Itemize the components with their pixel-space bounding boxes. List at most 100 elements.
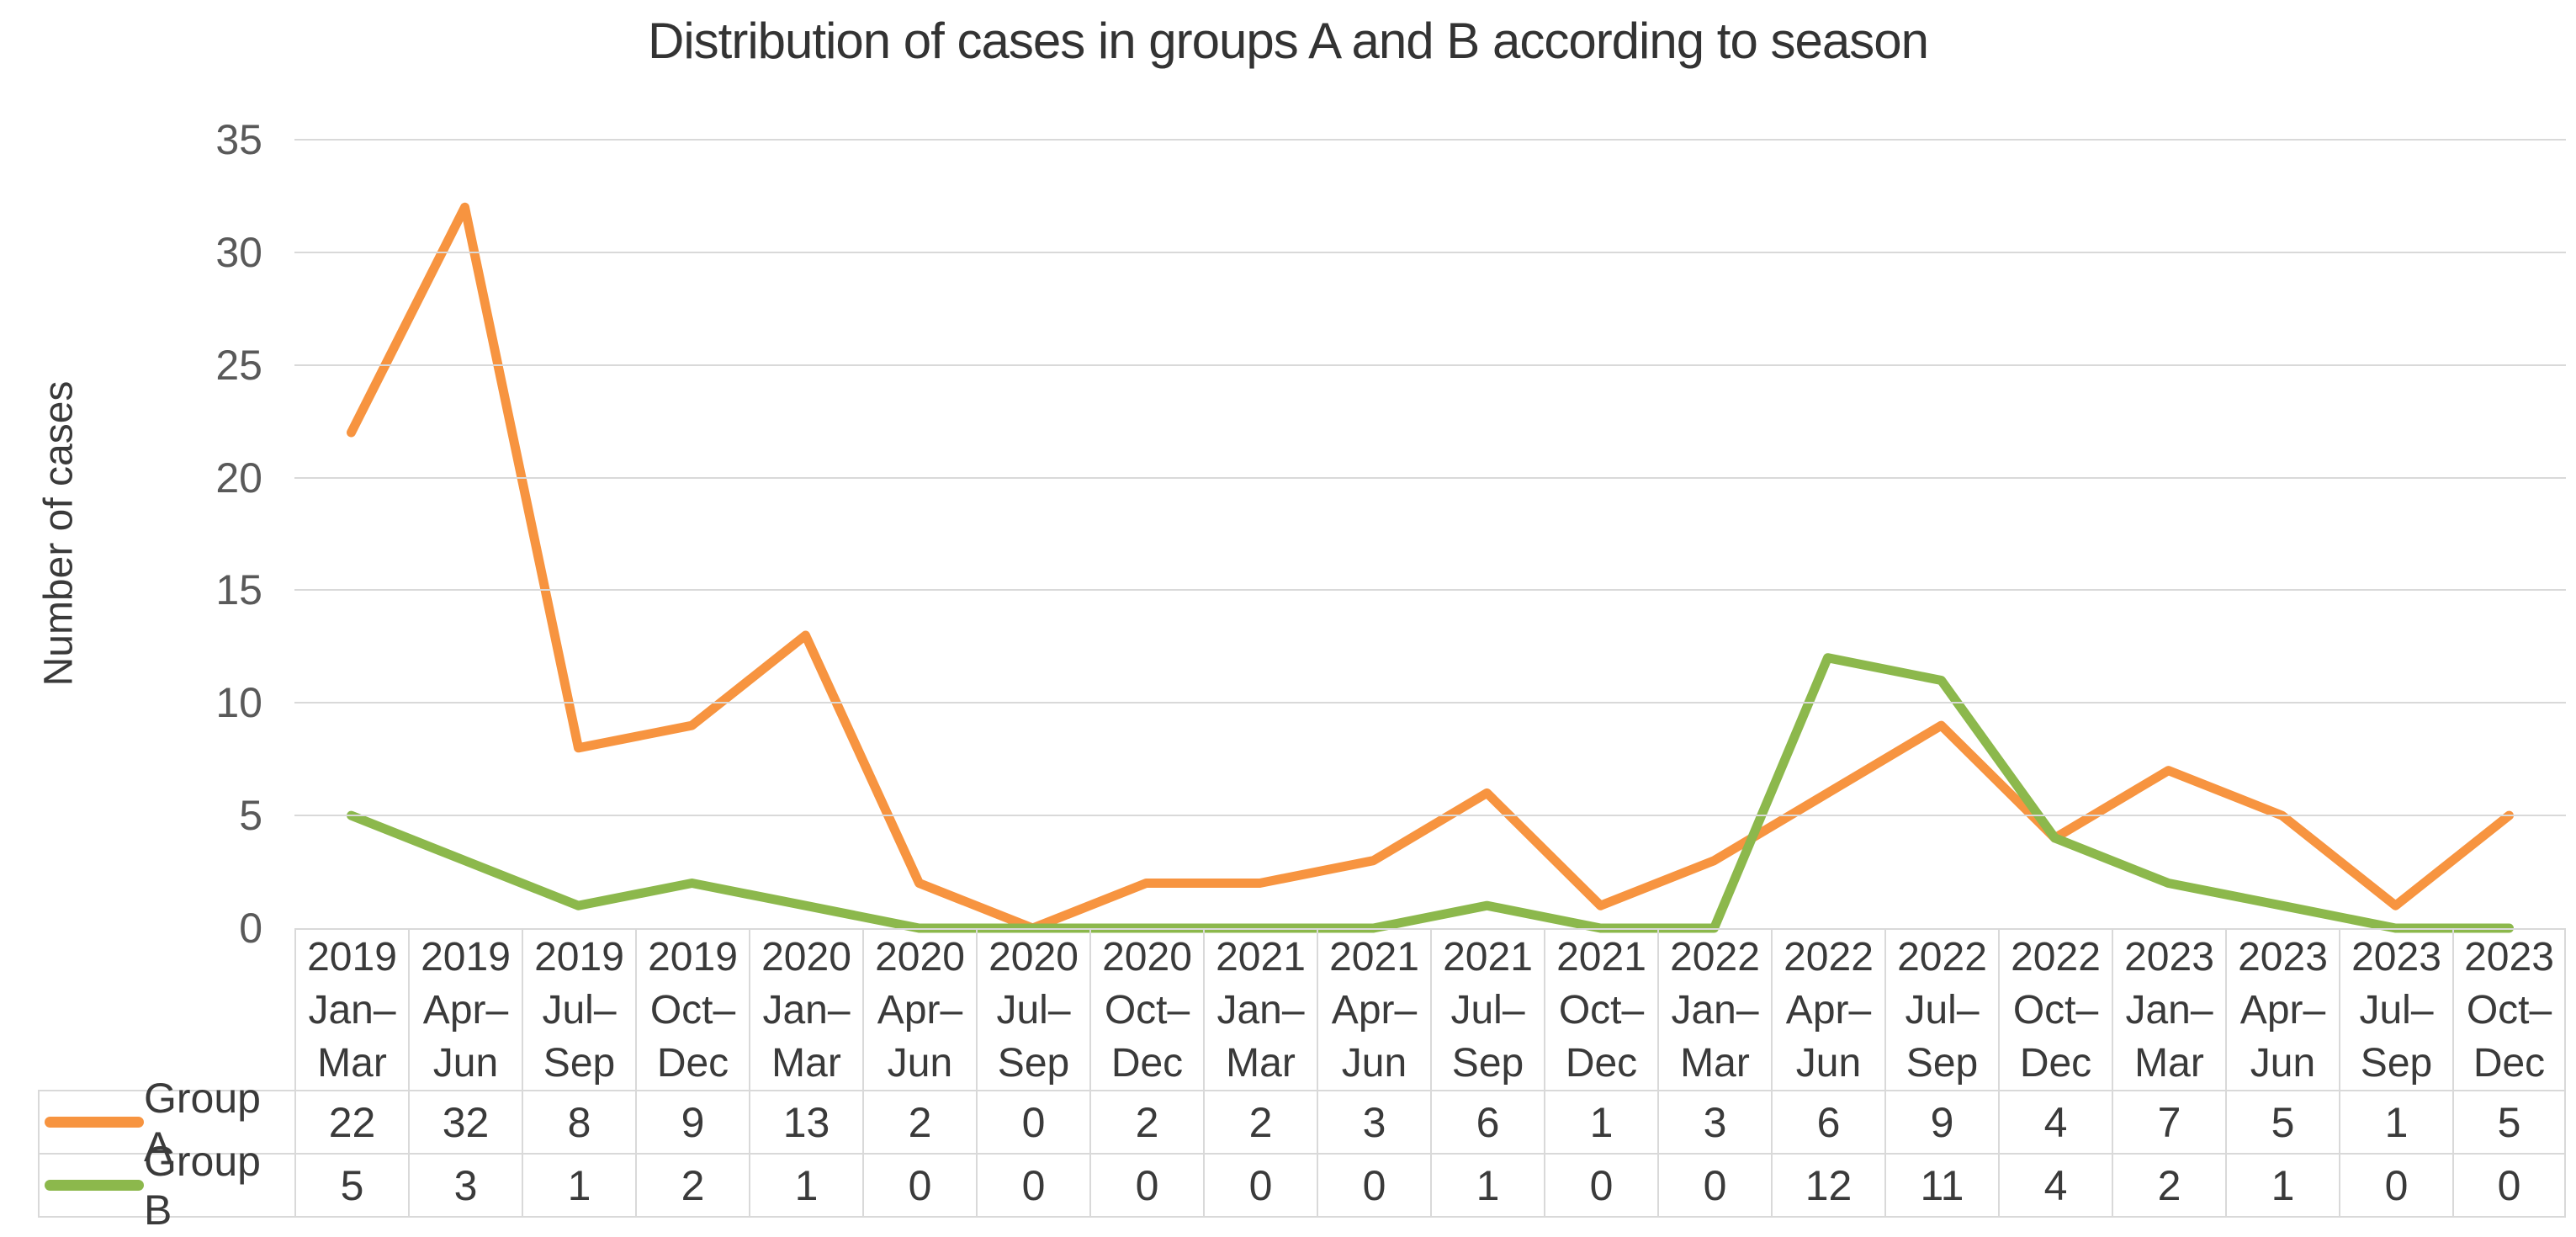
category-header-line: 2019: [307, 934, 397, 980]
value-cell: 9: [1884, 1091, 1998, 1155]
value-cell: 0: [2452, 1155, 2566, 1218]
category-header-line: 2022: [1784, 934, 1874, 980]
value-cell: 0: [976, 1155, 1089, 1218]
category-header-line: Sep: [1905, 1040, 1979, 1086]
y-tick-label: 35: [215, 116, 262, 163]
table-corner-placeholder: [38, 928, 294, 1091]
category-header-line: Dec: [656, 1040, 729, 1086]
category-header-cell: 2022 Oct– Dec: [1998, 928, 2112, 1091]
category-header-cell: 2019 Oct– Dec: [635, 928, 749, 1091]
value-cell: 5: [2452, 1091, 2566, 1155]
category-header-line: 2019: [534, 934, 624, 980]
category-header-cell: 2022 Jul– Sep: [1884, 928, 1998, 1091]
y-tick-label: 0: [239, 905, 262, 952]
value-cell: 0: [1317, 1155, 1430, 1218]
category-header-line: Jul–: [996, 987, 1071, 1033]
value-cell: 22: [294, 1091, 408, 1155]
category-header-line: 2020: [989, 934, 1079, 980]
category-header-line: Jun: [2250, 1040, 2316, 1086]
category-header-line: Apr–: [1785, 987, 1872, 1033]
category-header-line: Jan–: [1216, 987, 1305, 1033]
value-cell: 7: [2112, 1091, 2225, 1155]
category-header-cell: 2023 Apr– Jun: [2225, 928, 2339, 1091]
category-header-line: Apr–: [877, 987, 963, 1033]
category-header-line: Oct–: [649, 987, 736, 1033]
y-axis-tick-labels: 0 5 10 15 20 25 30 35: [0, 116, 262, 952]
gridline: [294, 364, 2566, 366]
category-header-cell: 2023 Jan– Mar: [2112, 928, 2225, 1091]
category-header-cell: 2023 Jul– Sep: [2339, 928, 2452, 1091]
category-header-line: Jan–: [308, 987, 396, 1033]
category-header-line: Oct–: [1558, 987, 1645, 1033]
category-header-line: 2022: [1897, 934, 1987, 980]
category-header-cell: 2023 Oct– Dec: [2452, 928, 2566, 1091]
y-tick-label: 30: [215, 228, 262, 276]
series-line-group-b: [347, 653, 2514, 933]
category-header-line: Sep: [1451, 1040, 1524, 1086]
value-cell: 2: [1089, 1091, 1203, 1155]
category-header-line: Dec: [2473, 1040, 2546, 1086]
category-header-line: 2021: [1329, 934, 1419, 980]
gridline: [294, 815, 2566, 817]
category-header-line: Dec: [2019, 1040, 2092, 1086]
value-cell: 0: [862, 1155, 976, 1218]
category-header-cell: 2021 Apr– Jun: [1317, 928, 1430, 1091]
category-header-cell: 2020 Jul– Sep: [976, 928, 1089, 1091]
gridline: [294, 476, 2566, 479]
category-header-line: Jul–: [2359, 987, 2434, 1033]
value-cell: 2: [862, 1091, 976, 1155]
value-cell: 1: [2339, 1091, 2452, 1155]
category-header-cell: 2020 Oct– Dec: [1089, 928, 1203, 1091]
category-header-line: Sep: [2360, 1040, 2433, 1086]
category-header-line: Jan–: [2125, 987, 2213, 1033]
category-header-line: Jun: [1341, 1040, 1407, 1086]
series-legend-cell-group-a: Group A: [38, 1075, 294, 1171]
category-header-line: 2019: [648, 934, 738, 980]
category-header-line: Jul–: [1905, 987, 1980, 1033]
category-header-line: Apr–: [1331, 987, 1418, 1033]
gridline: [294, 251, 2566, 253]
category-header-line: Jun: [432, 1040, 499, 1086]
value-cell: 2: [2112, 1155, 2225, 1218]
data-table: 2019 Jan– Mar 2019 Apr– Jun 2019 Jul– Sep 2019 Oct…: [38, 928, 2566, 1234]
value-cell: 0: [1203, 1155, 1317, 1218]
category-header-line: 2023: [2124, 934, 2214, 980]
category-header-cell: 2019 Jul– Sep: [522, 928, 635, 1091]
category-header-line: 2023: [2464, 934, 2554, 980]
y-tick-label: 10: [215, 679, 262, 727]
category-header-line: Jan–: [1671, 987, 1759, 1033]
y-tick-label: 15: [215, 566, 262, 614]
category-header-line: Mar: [2134, 1040, 2204, 1086]
value-cell: 6: [1771, 1091, 1884, 1155]
value-cell: 5: [2225, 1091, 2339, 1155]
value-cell: 6: [1430, 1091, 1544, 1155]
group-a-legend-key-swatch: [45, 1117, 144, 1128]
category-header-line: Sep: [997, 1040, 1070, 1086]
category-header-line: Jul–: [542, 987, 617, 1033]
category-header-cell: 2021 Jul– Sep: [1430, 928, 1544, 1091]
value-cell: 3: [1317, 1091, 1430, 1155]
category-header-cell: 2020 Apr– Jun: [862, 928, 976, 1091]
value-cell: 0: [2339, 1155, 2452, 1218]
category-header-cell: 2019 Jan– Mar: [294, 928, 408, 1091]
category-header-line: Mar: [1680, 1040, 1750, 1086]
category-header-line: 2023: [2238, 934, 2328, 980]
category-header-cell: 2022 Jan– Mar: [1657, 928, 1771, 1091]
value-cell: 2: [635, 1155, 749, 1218]
category-header-line: 2020: [761, 934, 851, 980]
category-header-cell: 2021 Jan– Mar: [1203, 928, 1317, 1091]
series-line-group-a: [347, 202, 2514, 933]
category-header-line: 2021: [1216, 934, 1306, 980]
category-header-line: Oct–: [1104, 987, 1190, 1033]
value-cell: 32: [408, 1091, 522, 1155]
value-cell: 1: [1544, 1091, 1657, 1155]
y-tick-label: 25: [215, 341, 262, 389]
category-header-line: Jun: [1795, 1040, 1862, 1086]
category-header-line: Apr–: [422, 987, 509, 1033]
value-cell: 1: [2225, 1155, 2339, 1218]
value-cell: 2: [1203, 1091, 1317, 1155]
series-name-label: Group A: [144, 1074, 261, 1171]
category-header-line: Dec: [1110, 1040, 1184, 1086]
series-name-label: Group B: [144, 1137, 261, 1234]
